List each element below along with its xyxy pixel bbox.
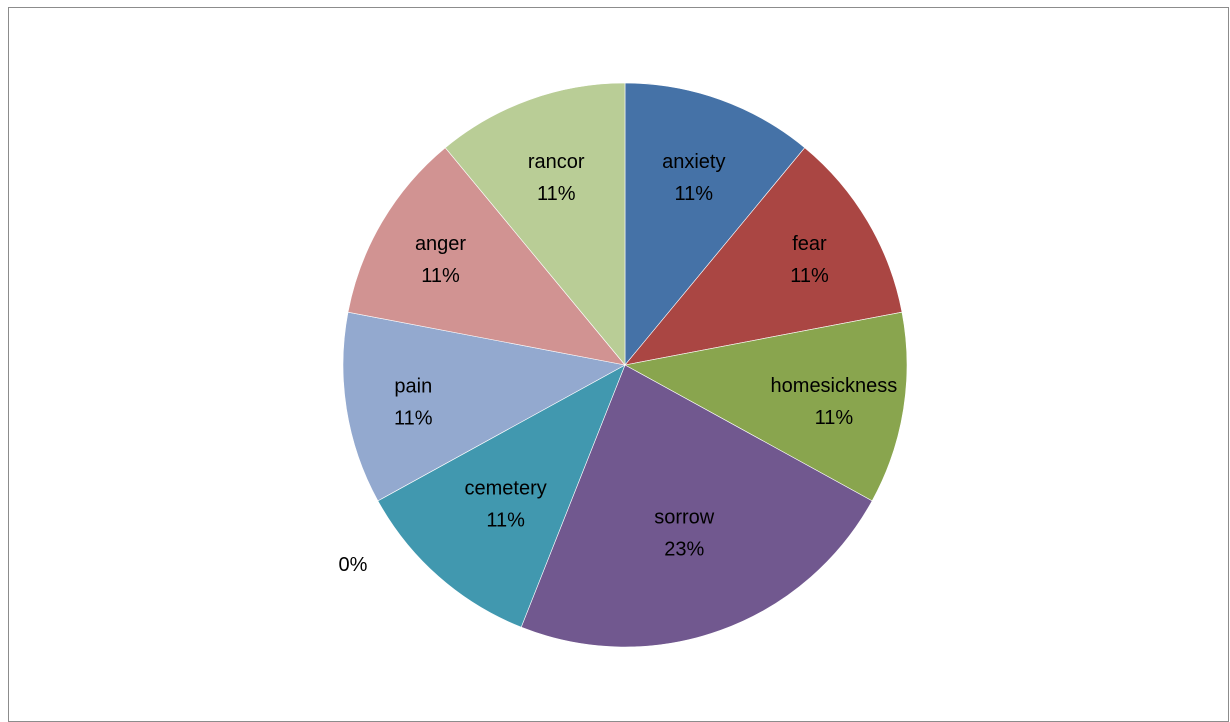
pie-slice-anger: [347, 147, 626, 366]
slice-percent-pain: 11%: [394, 408, 433, 430]
pie-slice-anxiety: [624, 82, 806, 366]
slice-percent-cemetery: 11%: [486, 509, 525, 531]
pie-slices: [342, 82, 908, 648]
slice-label-anxiety: anxiety 11%: [662, 151, 725, 205]
slice-category-rancor: rancor: [528, 151, 585, 173]
slice-category-fear: fear: [792, 233, 827, 255]
pie-slice-rancor: [444, 82, 626, 366]
slice-percent-rancor: 11%: [537, 183, 576, 205]
slice-category-pain: pain: [394, 376, 432, 398]
pie-slice-fear: [624, 147, 903, 366]
pie-slice-homesickness: [624, 311, 908, 502]
slice-label-homesickness: homesickness 11%: [771, 375, 898, 429]
slice-label-fear: fear 11%: [790, 233, 829, 287]
slice-label-sorrow: sorrow 23%: [654, 507, 715, 561]
pie-slice-sorrow: [520, 364, 873, 648]
slice-category-anger: anger: [415, 233, 466, 255]
slice-percent-fear: 11%: [790, 265, 829, 287]
slice-label-anger: anger 11%: [415, 233, 466, 287]
pie-slice-pain: [342, 311, 626, 502]
slice-percent-anxiety: 11%: [675, 183, 714, 205]
slice-percent-homesickness: 11%: [815, 407, 854, 429]
pie-labels: anxiety 11% fear 11% homesickness 11% sorrow 23…: [339, 151, 898, 576]
slice-category-cemetery: cemetery: [465, 477, 547, 499]
slice-label-zero: 0%: [339, 554, 368, 576]
slice-percent-zero: 0%: [339, 554, 368, 576]
slice-category-anxiety: anxiety: [662, 151, 725, 173]
slice-label-cemetery: cemetery 11%: [465, 477, 547, 531]
slice-percent-anger: 11%: [421, 265, 460, 287]
slice-percent-sorrow: 23%: [664, 539, 704, 561]
pie-slice-cemetery: [377, 364, 626, 628]
slice-category-homesickness: homesickness: [771, 375, 898, 397]
slice-label-pain: pain 11%: [394, 376, 433, 430]
slice-label-rancor: rancor 11%: [528, 151, 585, 205]
slice-category-sorrow: sorrow: [654, 507, 715, 529]
